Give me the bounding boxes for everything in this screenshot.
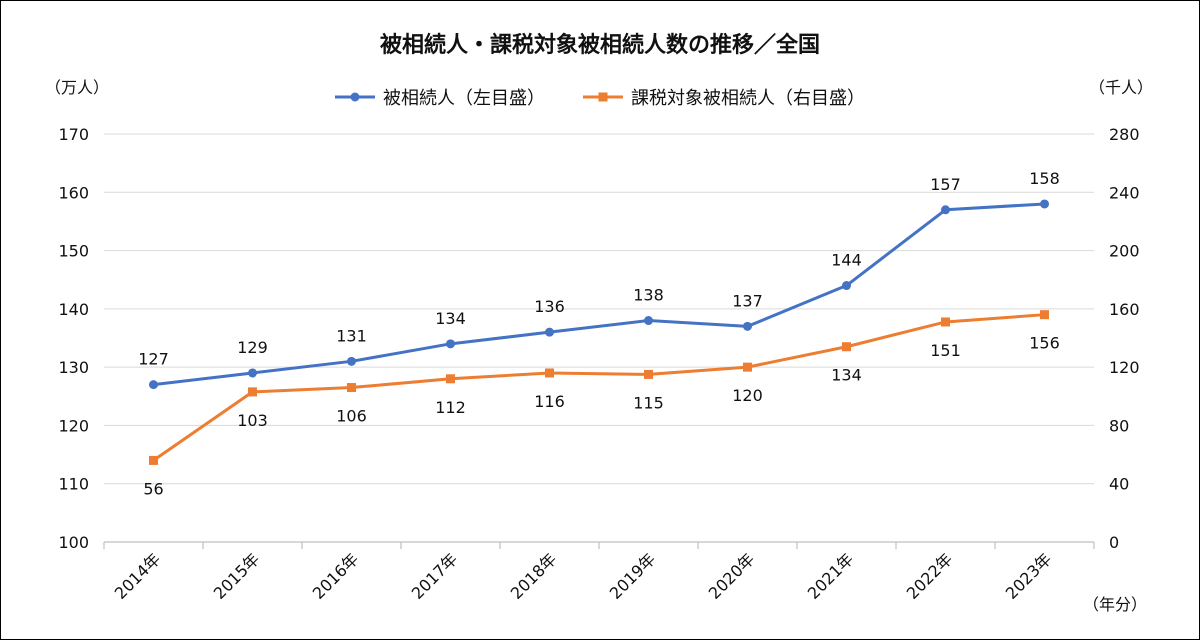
data-label-series-1: 134	[435, 309, 466, 328]
x-tick-label: 2018年	[507, 549, 561, 603]
y-right-tick-label: 40	[1109, 475, 1129, 494]
data-point-series-2	[644, 369, 653, 379]
data-point-series-2	[1040, 310, 1049, 320]
chart-title: 被相続人・課税対象被相続人数の推移／全国	[379, 33, 820, 58]
data-label-series-1: 136	[534, 297, 565, 316]
y-right-tick-label: 280	[1109, 125, 1140, 144]
y-left-tick-label: 170	[58, 125, 89, 144]
y-left-tick-label: 150	[58, 242, 89, 261]
series-line-1	[153, 202, 1045, 387]
x-tick-label: 2019年	[606, 549, 660, 603]
data-label-series-2: 134	[831, 366, 862, 385]
x-tick-label: 2021年	[804, 549, 858, 603]
data-point-series-1	[347, 356, 356, 366]
data-label-series-2: 115	[633, 393, 664, 412]
data-point-series-2	[347, 383, 356, 393]
data-label-series-1: 144	[831, 251, 862, 270]
y-right-tick-label: 80	[1109, 416, 1129, 435]
y-left-tick-label: 120	[58, 416, 89, 435]
y-right-tick-label: 160	[1109, 300, 1140, 319]
data-point-series-2	[446, 374, 455, 384]
data-point-series-2	[545, 368, 554, 378]
data-point-series-1	[842, 281, 851, 291]
data-label-series-1: 131	[336, 326, 367, 345]
data-label-series-1: 138	[633, 286, 664, 305]
y-left-tick-label: 100	[58, 533, 89, 552]
legend-marker-circle-icon	[335, 92, 375, 102]
data-point-series-2	[248, 387, 257, 397]
x-tick-label: 2015年	[210, 549, 264, 603]
data-label-series-1: 127	[138, 350, 169, 369]
data-label-series-1: 157	[930, 175, 961, 194]
data-point-series-2	[842, 342, 851, 352]
x-tick-label: 2016年	[309, 549, 363, 603]
data-point-series-2	[743, 362, 752, 372]
legend-label-series-1: 被相続人（左目盛）	[383, 88, 545, 109]
data-label-series-2: 103	[237, 411, 268, 430]
data-label-series-2: 112	[435, 398, 466, 417]
x-axis-unit: （年分）	[1083, 595, 1148, 614]
y-right-tick-label: 240	[1109, 183, 1140, 202]
x-tick-label: 2023年	[1002, 549, 1056, 603]
data-point-series-1	[149, 380, 158, 390]
x-tick-label: 2017年	[408, 549, 462, 603]
series-line-2	[152, 313, 1045, 462]
data-label-series-1: 137	[732, 291, 763, 310]
data-point-series-1	[446, 339, 455, 349]
x-tick-label: 2022年	[903, 549, 957, 603]
data-label-series-2: 120	[732, 386, 763, 405]
y-left-tick-label: 140	[58, 300, 89, 319]
data-label-series-2: 156	[1029, 334, 1060, 353]
y-right-tick-label: 120	[1109, 358, 1140, 377]
y-left-tick-label: 160	[58, 183, 89, 202]
x-tick-label: 2020年	[705, 549, 759, 603]
legend-item-series-2: 課税対象被相続人（右目盛）	[583, 84, 865, 110]
data-label-series-2: 151	[930, 341, 961, 360]
right-axis-unit: （千人）	[1089, 78, 1154, 97]
y-left-tick-label: 130	[58, 358, 89, 377]
data-point-series-1	[248, 368, 257, 378]
data-point-series-1	[644, 316, 653, 326]
y-left-tick-label: 110	[58, 475, 89, 494]
data-point-series-2	[149, 455, 158, 465]
data-label-series-2: 116	[534, 392, 565, 411]
left-axis-unit: （万人）	[45, 78, 110, 97]
legend-label-series-2: 課税対象被相続人（右目盛）	[631, 88, 865, 109]
data-label-series-1: 129	[237, 338, 268, 357]
data-label-series-2: 56	[143, 479, 163, 498]
chart-legend: 被相続人（左目盛） 課税対象被相続人（右目盛）	[1, 84, 1199, 110]
data-label-series-1: 158	[1029, 169, 1060, 188]
data-point-series-1	[941, 205, 950, 215]
legend-item-series-1: 被相続人（左目盛）	[335, 84, 545, 110]
y-right-tick-label: 200	[1109, 242, 1140, 261]
data-point-series-1	[743, 321, 752, 331]
data-label-series-2: 106	[336, 407, 367, 426]
data-point-series-1	[545, 327, 554, 337]
legend-marker-square-icon	[583, 92, 623, 102]
data-point-series-2	[941, 317, 950, 327]
data-point-series-1	[1040, 199, 1049, 209]
y-right-tick-label: 0	[1109, 533, 1119, 552]
x-tick-label: 2014年	[111, 549, 165, 603]
